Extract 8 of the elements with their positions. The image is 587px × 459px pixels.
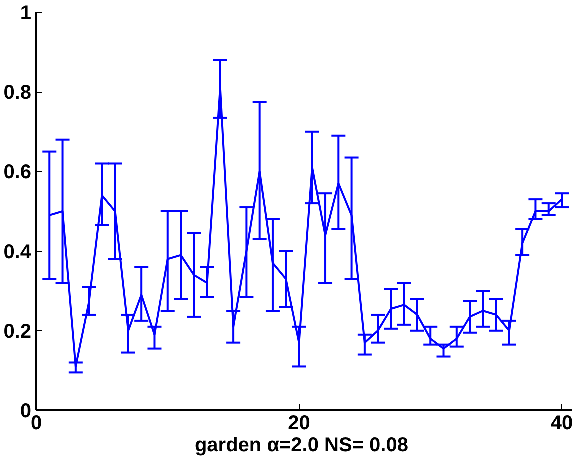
y-tick-label: 0.2 <box>4 320 32 343</box>
y-tick-label: 0.8 <box>4 82 32 104</box>
y-tick-label: 1 <box>20 2 32 24</box>
x-tick-label: 40 <box>550 412 574 434</box>
x-axis-title: garden α=2.0 NS= 0.08 <box>194 434 408 456</box>
y-tick-label: 0.6 <box>4 162 32 184</box>
y-tick-label: 0.4 <box>4 241 32 264</box>
x-tick-label: 20 <box>288 412 310 434</box>
